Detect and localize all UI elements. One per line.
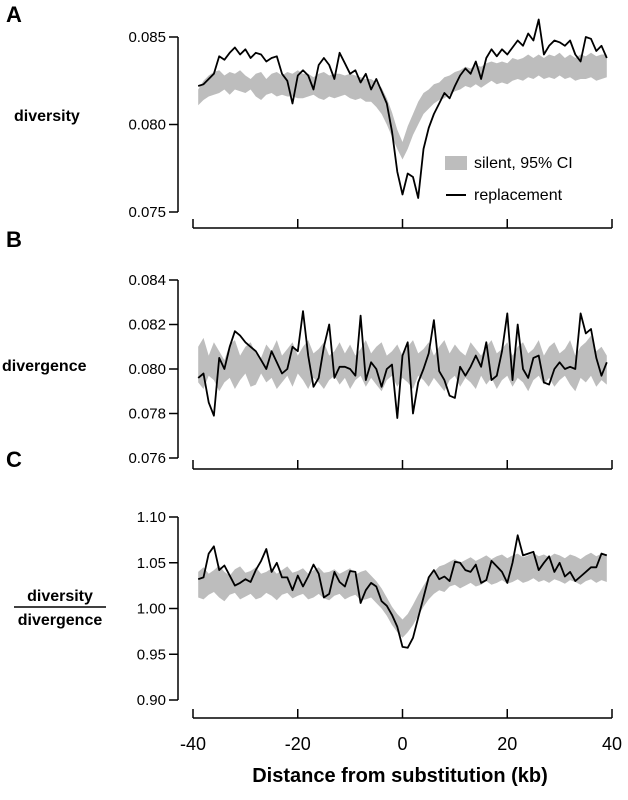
y-tick-label: 0.90 [137,692,166,709]
line-replacement [197,310,608,419]
ylabel-c-bottom: divergence [18,612,103,629]
y-tick-label: 0.085 [128,29,166,46]
panel-c: C diversity divergence 0.90 0.95 1.00 1.05 1… [6,447,622,787]
x-tick-label: 40 [602,734,622,754]
plot-c: 0.90 0.95 1.00 1.05 1.10 -40 -20 0 20 40 [137,509,622,754]
y-tick-label: 0.95 [137,646,166,663]
legend: silent, 95% CI replacement [445,155,573,204]
y-tick-label: 0.080 [128,361,166,378]
line-replacement [197,534,608,649]
y-tick-label: 1.10 [137,509,166,526]
x-tick-label: 0 [397,734,407,754]
panel-letter-c: C [6,447,22,472]
y-tick-label: 1.05 [137,555,166,572]
legend-swatch-silent [445,156,467,170]
y-tick-label: 0.084 [128,272,166,289]
ci-band-silent [198,52,607,160]
x-tick-label: -20 [285,734,311,754]
ylabel-a: diversity [14,108,80,125]
panel-letter-b: B [6,227,22,252]
y-tick-label: 0.080 [128,117,166,134]
ylabel-b: divergence [2,358,87,375]
y-tick-label: 1.00 [137,601,166,618]
x-tick-label: 20 [497,734,517,754]
plot-a: 0.075 0.080 0.085 [128,18,613,229]
legend-label-silent: silent, 95% CI [474,155,573,172]
plot-b: 0.076 0.078 0.080 0.082 0.084 [128,272,613,470]
panel-b: B divergence 0.076 0.078 0.080 0.082 0.084 [2,227,613,470]
ci-band-silent [198,552,607,638]
ylabel-c-top: diversity [27,588,93,605]
panel-a: A diversity 0.075 0.080 0.085 silent, 95% … [6,2,613,229]
legend-label-replacement: replacement [474,187,563,204]
y-tick-label: 0.075 [128,204,166,221]
x-tick-label: -40 [180,734,206,754]
y-tick-label: 0.082 [128,317,166,334]
panel-letter-a: A [6,2,22,27]
x-axis-label: Distance from substitution (kb) [252,765,548,787]
line-replacement [197,18,608,199]
y-tick-label: 0.078 [128,406,166,423]
y-tick-label: 0.076 [128,450,166,467]
